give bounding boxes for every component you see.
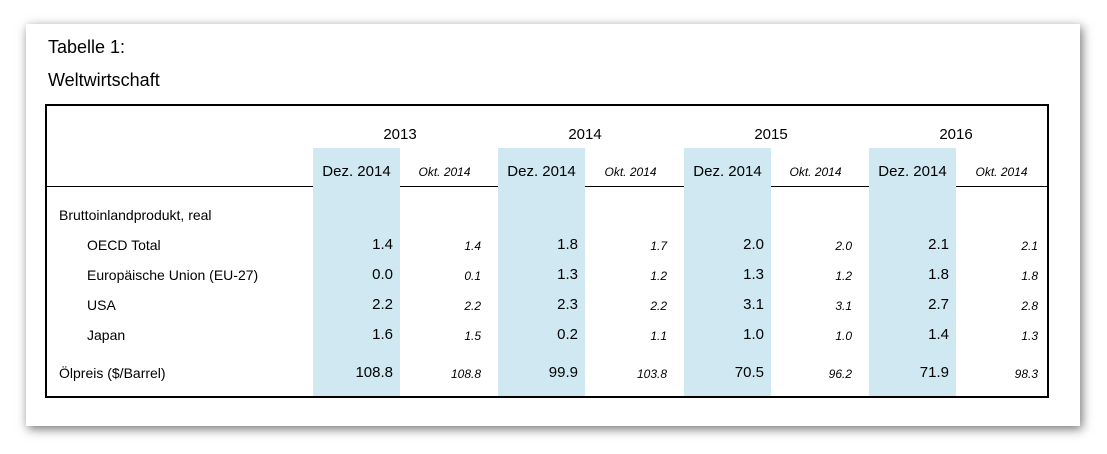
cell-okt-value: 108.8 [450, 367, 481, 381]
row-label: OECD Total [87, 237, 161, 253]
cell-okt-value: 1.2 [650, 269, 667, 283]
row-label: Europäische Union (EU-27) [87, 267, 259, 283]
col-header-okt: Okt. 2014 [604, 165, 657, 179]
cell-dez-value: 3.1 [743, 296, 764, 313]
table-card: Tabelle 1: Weltwirtschaft 2013 Dez. 2014 O… [26, 24, 1080, 426]
cell-okt-value: 3.1 [835, 299, 852, 313]
cell-dez-value: 2.7 [928, 296, 949, 313]
dez-column-highlight [313, 148, 400, 396]
col-header-dez: Dez. 2014 [322, 163, 391, 180]
cell-dez-value: 2.0 [743, 236, 764, 253]
row-label: USA [87, 297, 116, 313]
cell-okt-value: 1.7 [650, 239, 667, 253]
cell-dez-value: 1.0 [743, 326, 764, 343]
col-header-okt: Okt. 2014 [975, 165, 1028, 179]
cell-dez-value: 2.3 [557, 296, 578, 313]
dez-column-highlight [684, 148, 771, 396]
row-label: Ölpreis ($/Barrel) [59, 365, 166, 381]
cell-okt-value: 1.5 [464, 329, 481, 343]
cell-okt-value: 1.0 [835, 329, 852, 343]
year-header: 2015 [754, 126, 788, 143]
cell-okt-value: 1.1 [650, 329, 667, 343]
col-header-dez: Dez. 2014 [507, 163, 576, 180]
cell-dez-value: 2.1 [928, 236, 949, 253]
economic-forecast-table: 2013 Dez. 2014 Okt. 2014 2014 Dez. 2014 Okt. … [45, 104, 1049, 398]
cell-okt-value: 96.2 [828, 367, 852, 381]
cell-dez-value: 71.9 [919, 364, 949, 381]
cell-dez-value: 1.4 [372, 236, 393, 253]
cell-dez-value: 1.8 [928, 266, 949, 283]
table-caption-number: Tabelle 1: [48, 37, 126, 57]
cell-dez-value: 0.0 [372, 266, 393, 283]
year-header: 2013 [383, 126, 417, 143]
col-header-okt: Okt. 2014 [789, 165, 842, 179]
cell-okt-value: 1.2 [835, 269, 852, 283]
cell-okt-value: 98.3 [1014, 367, 1038, 381]
cell-okt-value: 1.8 [1021, 269, 1038, 283]
dez-column-highlight [869, 148, 956, 396]
cell-okt-value: 1.4 [464, 239, 481, 253]
row-label: Japan [87, 327, 126, 343]
table-caption-title: Weltwirtschaft [48, 70, 160, 90]
dez-column-highlight [498, 148, 585, 396]
col-header-dez: Dez. 2014 [878, 163, 947, 180]
year-header: 2016 [939, 126, 973, 143]
cell-dez-value: 2.2 [372, 296, 393, 313]
cell-okt-value: 2.1 [1021, 239, 1038, 253]
cell-okt-value: 0.1 [464, 269, 481, 283]
cell-dez-value: 1.3 [743, 266, 764, 283]
section-label: Bruttoinlandprodukt, real [59, 207, 212, 223]
cell-dez-value: 1.8 [557, 236, 578, 253]
cell-okt-value: 1.3 [1021, 329, 1038, 343]
col-header-dez: Dez. 2014 [693, 163, 762, 180]
cell-okt-value: 2.0 [835, 239, 852, 253]
cell-dez-value: 1.6 [372, 326, 393, 343]
cell-dez-value: 108.8 [355, 364, 393, 381]
cell-dez-value: 1.4 [928, 326, 949, 343]
cell-okt-value: 103.8 [636, 367, 667, 381]
cell-okt-value: 2.8 [1021, 299, 1038, 313]
cell-dez-value: 70.5 [734, 364, 764, 381]
year-header: 2014 [568, 126, 602, 143]
cell-dez-value: 99.9 [548, 364, 578, 381]
cell-dez-value: 1.3 [557, 266, 578, 283]
cell-dez-value: 0.2 [557, 326, 578, 343]
cell-okt-value: 2.2 [464, 299, 481, 313]
cell-okt-value: 2.2 [650, 299, 667, 313]
col-header-okt: Okt. 2014 [418, 165, 471, 179]
